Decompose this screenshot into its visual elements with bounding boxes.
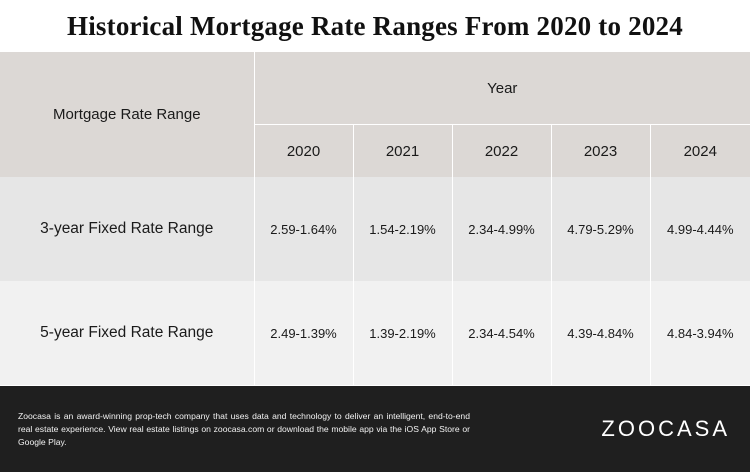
- rate-cell: 4.39-4.84%: [551, 281, 651, 385]
- rate-cell: 2.49-1.39%: [254, 281, 354, 385]
- row-label: 5-year Fixed Rate Range: [0, 281, 255, 385]
- rate-cell: 4.99-4.44%: [650, 177, 750, 281]
- page-title: Historical Mortgage Rate Ranges From 202…: [67, 10, 683, 41]
- year-group-header: Year: [254, 52, 750, 125]
- rate-cell: 4.79-5.29%: [551, 177, 651, 281]
- year-header-2024: 2024: [650, 124, 750, 177]
- table-row: 5-year Fixed Rate Range 2.49-1.39% 1.39-…: [0, 281, 750, 385]
- rate-cell: 1.39-2.19%: [353, 281, 453, 385]
- rate-cell: 1.54-2.19%: [353, 177, 453, 281]
- rate-cell: 2.34-4.99%: [452, 177, 552, 281]
- footer-description: Zoocasa is an award-winning prop-tech co…: [18, 411, 470, 447]
- rate-cell: 2.59-1.64%: [254, 177, 354, 281]
- rate-range-column-header: Mortgage Rate Range: [0, 52, 255, 177]
- year-header-2023: 2023: [551, 124, 651, 177]
- mortgage-rate-table: Mortgage Rate Range Year 2020 2021 2022 …: [0, 52, 750, 385]
- rate-cell: 4.84-3.94%: [650, 281, 750, 385]
- row-label: 3-year Fixed Rate Range: [0, 177, 255, 281]
- zoocasa-logo: ZOOCASA: [601, 416, 730, 441]
- footer: Zoocasa is an award-winning prop-tech co…: [0, 386, 750, 472]
- year-header-2022: 2022: [452, 124, 552, 177]
- year-header-2020: 2020: [254, 124, 354, 177]
- table-row: 3-year Fixed Rate Range 2.59-1.64% 1.54-…: [0, 177, 750, 281]
- year-header-2021: 2021: [353, 124, 453, 177]
- rate-cell: 2.34-4.54%: [452, 281, 552, 385]
